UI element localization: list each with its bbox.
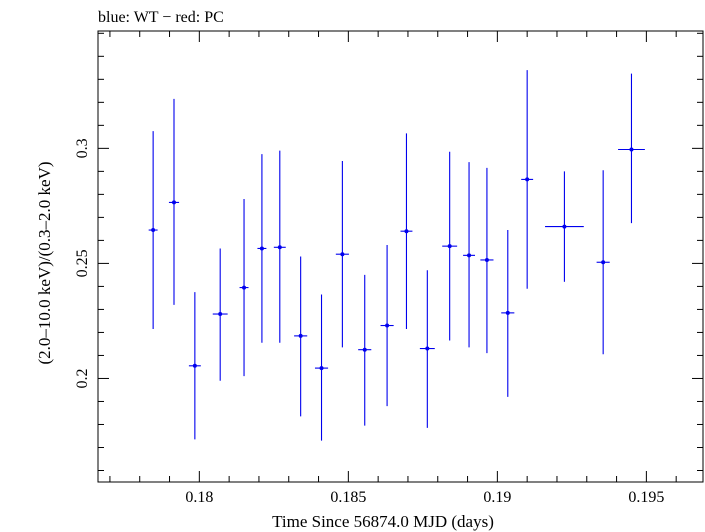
point-marker <box>218 312 223 317</box>
x-tick-label: 0.19 <box>483 489 511 506</box>
data-point <box>618 73 645 224</box>
point-marker <box>277 245 282 250</box>
point-marker <box>525 177 530 182</box>
x-tick-label: 0.18 <box>185 489 213 506</box>
data-point <box>400 133 413 329</box>
y-tick-label: 0.3 <box>74 138 91 158</box>
data-point <box>273 150 286 343</box>
data-point <box>239 198 249 377</box>
point-marker <box>425 346 430 351</box>
point-marker <box>171 200 176 205</box>
y-axis-label: (2.0–10.0 keV)/(0.3–2.0 keV) <box>35 161 54 364</box>
data-point <box>314 294 329 441</box>
data-point <box>380 244 394 407</box>
point-marker <box>259 246 264 251</box>
x-tick-labels: 0.18 0.185 0.19 0.195 <box>185 489 664 506</box>
data-point <box>294 256 308 417</box>
point-marker <box>562 224 567 229</box>
data-point <box>480 167 494 354</box>
data-point <box>335 161 349 348</box>
data-point <box>358 274 372 426</box>
point-marker <box>447 244 452 249</box>
data-point <box>419 270 435 428</box>
data-points <box>148 70 645 441</box>
y-tick-label: 0.2 <box>74 368 91 388</box>
data-point <box>545 171 584 282</box>
data-point <box>521 70 534 289</box>
point-marker <box>385 323 390 328</box>
chart-title: blue: WT − red: PC <box>98 9 224 26</box>
x-axis-label: Time Since 56874.0 MJD (days) <box>272 512 494 531</box>
data-point <box>188 292 201 440</box>
plot-frame <box>97 30 704 483</box>
point-marker <box>362 347 367 352</box>
point-marker <box>340 252 345 257</box>
data-point <box>463 162 476 348</box>
data-point <box>168 98 180 305</box>
point-marker <box>601 260 606 265</box>
x-tick-label: 0.195 <box>628 489 664 506</box>
axis-ticks <box>98 31 703 482</box>
y-tick-labels: 0.2 0.25 0.3 <box>74 138 91 388</box>
x-tick-label: 0.185 <box>330 489 366 506</box>
point-marker <box>192 363 197 368</box>
point-marker <box>242 285 247 290</box>
data-point <box>257 154 267 343</box>
point-marker <box>505 310 510 315</box>
data-point <box>596 170 610 355</box>
point-marker <box>629 147 634 152</box>
data-point <box>501 230 515 397</box>
point-marker <box>298 333 303 338</box>
point-marker <box>484 257 489 262</box>
point-marker <box>319 366 324 371</box>
y-tick-label: 0.25 <box>74 249 91 277</box>
point-marker <box>151 228 156 233</box>
point-marker <box>404 229 409 234</box>
data-point <box>442 151 458 341</box>
data-point <box>212 248 228 381</box>
point-marker <box>467 253 472 258</box>
data-point <box>148 131 158 329</box>
